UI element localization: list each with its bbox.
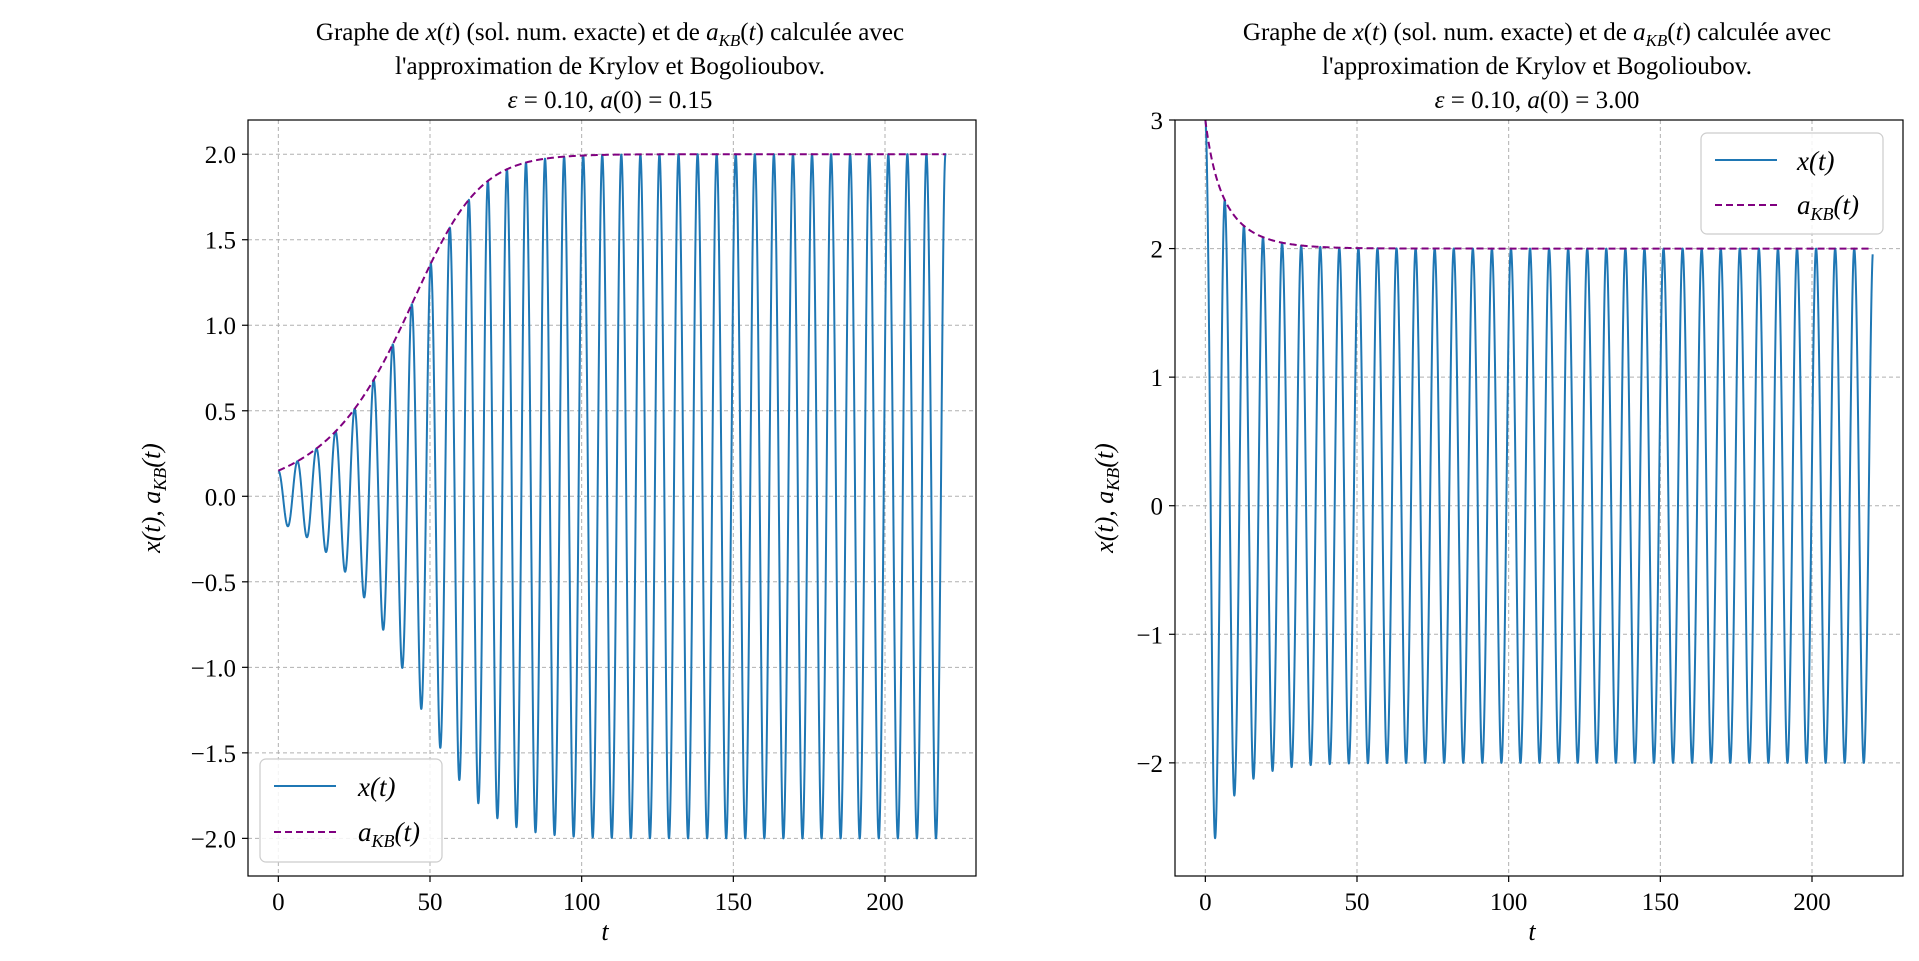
left-x-tick-label: 100 bbox=[563, 889, 601, 916]
left-chart-legend: x(t) aKB(t) bbox=[259, 758, 443, 863]
right-chart-y-axis-label: x(t), aKB(t) bbox=[1090, 443, 1123, 554]
left-x-tick-label: 50 bbox=[418, 889, 443, 916]
left-chart-x-axis-label: t bbox=[601, 917, 609, 946]
right-x-tick-label: 150 bbox=[1642, 889, 1680, 916]
right-series-x-line bbox=[1204, 119, 1874, 840]
right-series-akb-line bbox=[1204, 119, 1873, 250]
left-x-tick-label: 150 bbox=[715, 889, 753, 916]
right-chart-ticks: 0 50 100 150 200 −2 −1 0 1 2 3 bbox=[1136, 108, 1830, 916]
left-y-tick-label: 1.0 bbox=[205, 313, 236, 340]
left-y-tick-label: −1.5 bbox=[191, 741, 236, 768]
right-y-tick-label: 2 bbox=[1151, 237, 1164, 264]
right-legend-x-label: x(t) bbox=[1796, 146, 1834, 176]
right-y-tick-label: 0 bbox=[1151, 494, 1164, 521]
left-series-akb-line bbox=[277, 153, 946, 472]
right-x-tick-label: 0 bbox=[1199, 889, 1212, 916]
left-y-tick-label: −2.0 bbox=[191, 826, 236, 853]
right-y-tick-label: 3 bbox=[1151, 108, 1164, 135]
right-x-tick-label: 200 bbox=[1793, 889, 1831, 916]
right-chart-title-line-1: Graphe de x(t) (sol. num. exacte) et de … bbox=[1243, 19, 1831, 50]
right-x-tick-label: 50 bbox=[1345, 889, 1370, 916]
left-y-tick-label: −1.0 bbox=[191, 655, 236, 682]
right-y-tick-label: −1 bbox=[1136, 622, 1163, 649]
left-chart-curves bbox=[277, 153, 947, 840]
left-x-tick-label: 200 bbox=[866, 889, 904, 916]
right-chart-legend: x(t) aKB(t) bbox=[1700, 132, 1884, 235]
left-y-tick-label: 0.5 bbox=[205, 399, 236, 426]
right-x-tick-label: 100 bbox=[1490, 889, 1528, 916]
left-y-tick-label: 0.0 bbox=[205, 484, 236, 511]
right-chart-curves bbox=[1204, 119, 1874, 840]
left-y-tick-label: 1.5 bbox=[205, 228, 236, 255]
left-legend-box bbox=[259, 758, 443, 863]
right-y-tick-label: 1 bbox=[1151, 365, 1164, 392]
left-y-tick-label: 2.0 bbox=[205, 142, 236, 169]
right-legend-box bbox=[1700, 132, 1884, 235]
left-chart-title-line-2: l'approximation de Krylov et Bogolioubov… bbox=[395, 53, 825, 80]
right-chart-panel: Graphe de x(t) (sol. num. exacte) et de … bbox=[1090, 19, 1904, 946]
right-chart-title-line-3: ε = 0.10, a(0) = 3.00 bbox=[1435, 87, 1640, 114]
right-y-tick-label: −2 bbox=[1136, 751, 1163, 778]
left-y-tick-label: −0.5 bbox=[191, 570, 236, 597]
right-chart-frame bbox=[1174, 119, 1904, 877]
left-chart-y-axis-label: x(t), aKB(t) bbox=[137, 443, 170, 554]
left-chart-ticks: 0 50 100 150 200 −2.0 −1.5 −1.0 −0.5 0.0 0.5 1.0 1.5… bbox=[191, 142, 904, 916]
left-series-x-line bbox=[277, 153, 947, 840]
left-x-tick-label: 0 bbox=[272, 889, 285, 916]
right-chart-title-line-2: l'approximation de Krylov et Bogolioubov… bbox=[1322, 53, 1752, 80]
left-chart-frame bbox=[247, 119, 977, 877]
left-legend-x-label: x(t) bbox=[357, 772, 395, 802]
left-chart-title-line-3: ε = 0.10, a(0) = 0.15 bbox=[508, 87, 713, 114]
left-chart-title-line-1: Graphe de x(t) (sol. num. exacte) et de … bbox=[316, 19, 904, 50]
right-chart-x-axis-label: t bbox=[1528, 917, 1536, 946]
left-chart-panel: Graphe de x(t) (sol. num. exacte) et de … bbox=[137, 19, 977, 946]
